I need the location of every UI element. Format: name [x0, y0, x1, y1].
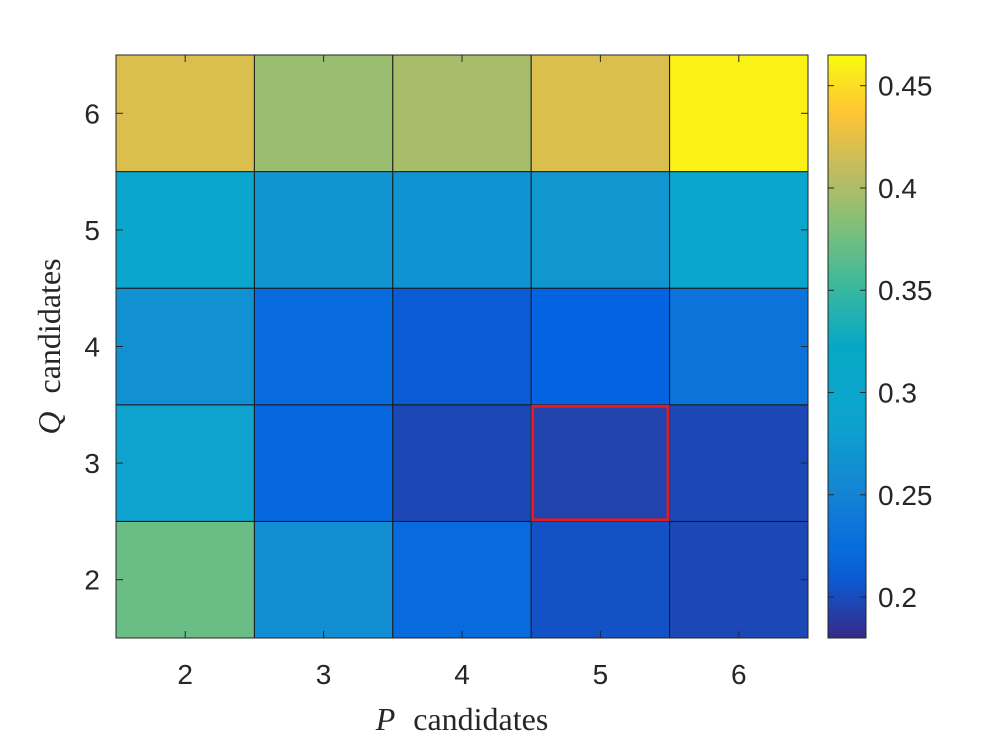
- x-tick-label: 5: [593, 659, 609, 690]
- x-axis-ticks: 2 3 4 5 6: [177, 55, 747, 690]
- y-axis-symbol: Q: [31, 411, 67, 434]
- heatmap-cell: [392, 520, 532, 639]
- heatmap-cell: [392, 54, 532, 173]
- heatmap-cell: [392, 404, 532, 522]
- x-tick-label: 6: [731, 659, 747, 690]
- y-tick-label: 6: [84, 98, 100, 129]
- heatmap-cells: [115, 54, 809, 639]
- x-tick-label: 4: [454, 659, 470, 690]
- y-tick-label: 3: [84, 448, 100, 479]
- heatmap-cell: [669, 287, 809, 406]
- heatmap-cell: [253, 54, 394, 173]
- x-axis-label: P candidates: [375, 701, 549, 737]
- y-axis-label: Q candidates: [31, 258, 67, 434]
- heatmap-cell: [115, 54, 255, 173]
- y-tick-label: 2: [84, 565, 100, 596]
- heatmap-cell: [530, 520, 671, 639]
- heatmap-cell: [530, 287, 671, 406]
- colorbar: 0.2 0.25 0.3 0.35 0.4 0.45: [827, 54, 933, 639]
- heatmap-cell: [669, 171, 809, 289]
- colorbar-tick-label: 0.4: [878, 173, 917, 204]
- heatmap-cell: [530, 171, 671, 289]
- heatmap-cell: [392, 287, 532, 406]
- heatmap-cell: [392, 171, 532, 289]
- heatmap-cell: [253, 287, 394, 406]
- y-tick-label: 5: [84, 215, 100, 246]
- y-axis-text: candidates: [31, 258, 67, 393]
- highlighted-cell-box: [531, 404, 670, 522]
- heatmap-cell: [669, 404, 809, 522]
- plot-area-frame: [115, 54, 809, 639]
- heatmap-cell: [115, 287, 255, 406]
- x-axis-text: candidates: [413, 701, 548, 737]
- x-tick-label: 2: [177, 659, 193, 690]
- x-tick-label: 3: [316, 659, 332, 690]
- heatmap-cell: [669, 54, 809, 173]
- heatmap-cell: [253, 404, 394, 522]
- colorbar-tick-label: 0.3: [878, 378, 917, 409]
- heatmap-cell: [253, 171, 394, 289]
- heatmap-cell: [115, 404, 255, 522]
- heatmap-cell: [115, 520, 255, 639]
- colorbar-ticks: 0.2 0.25 0.3 0.35 0.4 0.45: [828, 71, 933, 613]
- y-tick-label: 4: [84, 332, 100, 363]
- colorbar-tick-label: 0.45: [878, 71, 933, 102]
- colorbar-tick-label: 0.2: [878, 582, 917, 613]
- y-axis-ticks: 2 3 4 5 6: [84, 98, 808, 596]
- heatmap-cell: [669, 520, 809, 639]
- heatmap-cell: [115, 171, 255, 289]
- x-axis-symbol: P: [375, 701, 396, 737]
- colorbar-gradient: [827, 54, 867, 639]
- heatmap-cell: [530, 404, 671, 522]
- colorbar-tick-label: 0.35: [878, 275, 933, 306]
- heatmap-cell: [530, 54, 671, 173]
- colorbar-tick-label: 0.25: [878, 480, 933, 511]
- heatmap-cell: [253, 520, 394, 639]
